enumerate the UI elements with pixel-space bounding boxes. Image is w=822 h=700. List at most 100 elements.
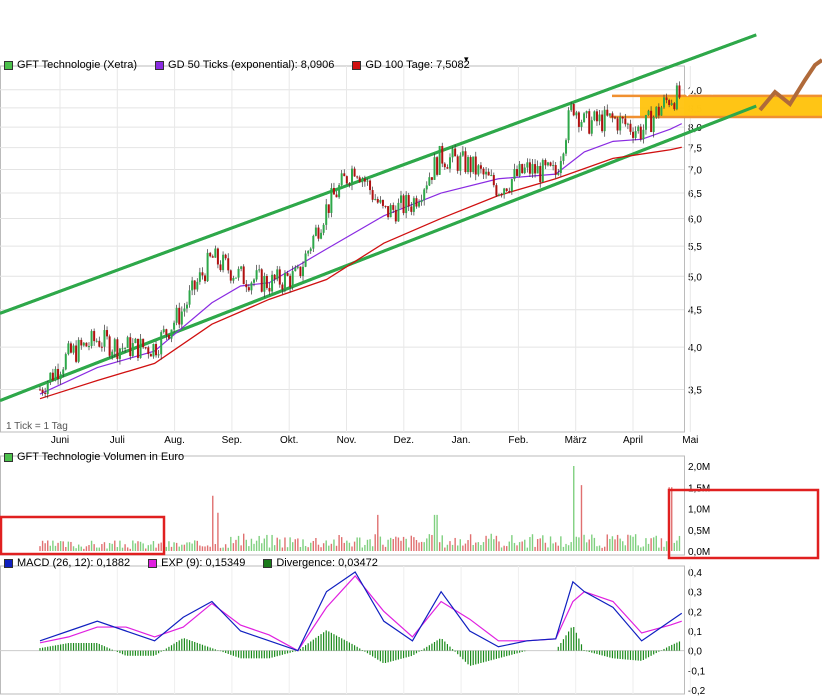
price-candle xyxy=(467,157,470,173)
price-candle xyxy=(423,189,426,201)
price-candle xyxy=(268,287,271,292)
price-candle xyxy=(222,254,225,271)
macd-y-tick: 0,1 xyxy=(688,627,702,638)
price-candle xyxy=(420,200,423,203)
price-legend-dropdown[interactable]: ▾ xyxy=(464,54,469,64)
price-candle xyxy=(407,195,410,207)
price-candle xyxy=(603,109,606,132)
price-candle xyxy=(211,256,214,258)
macd-line xyxy=(39,571,683,652)
x-tick-label: März xyxy=(565,435,587,446)
x-tick-label: Juni xyxy=(51,435,69,446)
price-candle xyxy=(167,334,170,339)
price-y-tick: 4,0 xyxy=(688,343,702,354)
price-candle xyxy=(459,155,462,171)
price-candle xyxy=(87,346,90,348)
macd-legend: MACD (26, 12): 0,1882 EXP (9): 0,15349 Div… xyxy=(4,557,396,569)
price-candle xyxy=(62,369,65,375)
panel-frame xyxy=(0,65,685,433)
price-candle xyxy=(296,266,299,268)
price-candle xyxy=(345,176,348,184)
price-candle xyxy=(206,252,209,282)
price-candle xyxy=(446,167,449,169)
price-candle xyxy=(593,111,596,121)
x-tick-label: Okt. xyxy=(280,435,298,446)
price-candle xyxy=(410,206,413,212)
price-candle xyxy=(242,266,245,285)
price-legend-item: GD 50 Ticks (exponential): 8,0906 xyxy=(155,59,334,71)
price-candle xyxy=(526,162,529,168)
price-candle xyxy=(369,180,372,191)
price-candle xyxy=(425,185,428,190)
price-candle xyxy=(650,110,653,133)
target-band xyxy=(640,95,822,118)
x-tick-label: Mai xyxy=(682,435,698,446)
price-candle xyxy=(608,113,611,116)
x-tick-label: Nov. xyxy=(337,435,357,446)
price-candle xyxy=(131,343,134,357)
x-tick-label: Sep. xyxy=(222,435,243,446)
price-legend-label: GD 50 Ticks (exponential): 8,0906 xyxy=(168,59,335,71)
price-candle xyxy=(510,179,513,192)
price-candle xyxy=(72,345,75,353)
price-candle xyxy=(528,162,531,174)
price-candle xyxy=(343,173,346,177)
macd-y-tick: 0,3 xyxy=(688,588,702,599)
price-candle xyxy=(338,185,341,198)
price-y-tick: 7,5 xyxy=(688,144,702,155)
price-candle xyxy=(198,272,201,282)
highlight-box-left xyxy=(0,515,166,556)
price-candle xyxy=(366,180,369,182)
price-candle xyxy=(392,205,395,210)
price-candle xyxy=(371,190,374,200)
price-candle xyxy=(503,188,506,195)
price-candle xyxy=(477,165,480,175)
price-y-tick: 6,5 xyxy=(688,189,702,200)
price-candle xyxy=(139,338,142,358)
price-candle xyxy=(54,368,57,381)
price-candle xyxy=(286,273,289,276)
price-candle xyxy=(157,354,160,356)
price-candle xyxy=(216,248,219,265)
ema-50-line xyxy=(39,123,683,395)
x-tick-label: Dez. xyxy=(394,435,415,446)
price-candle xyxy=(469,157,472,173)
macd-y-tick: 0,4 xyxy=(688,568,702,579)
price-candle xyxy=(100,346,103,348)
price-candle xyxy=(598,114,601,122)
price-candle xyxy=(642,129,645,140)
price-y-tick: 9,0 xyxy=(688,86,702,97)
price-candle xyxy=(253,279,256,283)
channel-upper-line xyxy=(0,33,757,315)
price-candle xyxy=(317,227,320,239)
price-candle xyxy=(173,322,176,330)
price-candle xyxy=(160,332,163,355)
price-candle xyxy=(309,248,312,251)
x-tick-label: Feb. xyxy=(508,435,528,446)
macd-legend-swatch xyxy=(4,558,13,568)
price-candle xyxy=(516,169,519,176)
price-candle xyxy=(106,330,109,337)
tick-note: 1 Tick = 1 Tag xyxy=(6,421,68,432)
price-candle xyxy=(673,103,676,110)
price-candle xyxy=(322,224,325,233)
price-candle xyxy=(281,284,284,290)
price-candle xyxy=(621,117,624,119)
price-candle xyxy=(629,123,632,132)
price-candle xyxy=(350,168,353,185)
price-candle xyxy=(384,205,387,207)
price-candle xyxy=(505,188,508,191)
price-candle xyxy=(660,107,663,116)
price-candle xyxy=(644,115,647,130)
volume-legend: GFT Technologie Volumen in Euro xyxy=(4,451,202,463)
price-candle xyxy=(240,266,243,269)
price-candle xyxy=(523,167,526,174)
price-candle xyxy=(652,117,655,133)
price-legend: GFT Technologie (Xetra) GD 50 Ticks (expo… xyxy=(4,59,488,71)
price-candle xyxy=(289,275,292,288)
price-candle xyxy=(276,269,279,280)
price-candle xyxy=(601,114,604,132)
price-candle xyxy=(340,173,343,186)
x-tick-label: Aug. xyxy=(164,435,185,446)
